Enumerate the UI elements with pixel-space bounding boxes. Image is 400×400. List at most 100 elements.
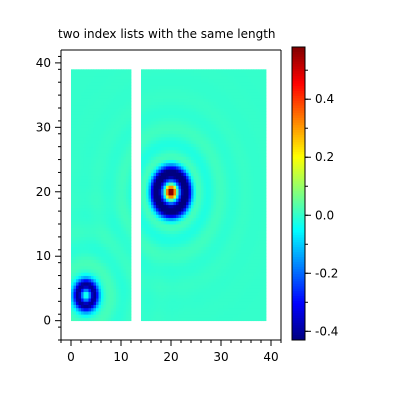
heatmap-cell	[86, 243, 89, 247]
heatmap-cell	[176, 146, 179, 151]
heatmap-cell	[173, 169, 177, 173]
heatmap-cell	[161, 95, 164, 99]
heatmap-cell	[221, 204, 224, 209]
heatmap-cell	[161, 82, 164, 86]
heatmap-cell	[168, 211, 172, 215]
heatmap-cell	[163, 204, 167, 209]
heatmap-cell	[96, 72, 99, 77]
heatmap-cell	[146, 117, 149, 122]
heatmap-cell	[166, 149, 169, 154]
heatmap-cell	[223, 259, 227, 264]
heatmap-cell	[146, 217, 149, 222]
heatmap-cell	[186, 91, 189, 96]
heatmap-cell	[191, 153, 194, 157]
heatmap-cell	[116, 75, 119, 80]
heatmap-cell	[226, 143, 229, 148]
heatmap-cell	[113, 172, 117, 177]
heatmap-cell	[203, 185, 207, 189]
heatmap-cell	[108, 137, 112, 141]
heatmap-cell	[231, 143, 234, 148]
heatmap-cell	[121, 282, 124, 286]
heatmap-cell	[141, 153, 144, 157]
heatmap-cell	[228, 82, 232, 86]
heatmap-cell	[146, 162, 149, 167]
heatmap-cell	[103, 188, 107, 193]
heatmap-cell	[158, 233, 162, 238]
heatmap-cell	[156, 220, 159, 225]
heatmap-cell	[83, 246, 87, 251]
heatmap-cell	[73, 298, 77, 302]
heatmap-cell	[166, 198, 169, 202]
heatmap-cell	[106, 133, 109, 138]
heatmap-cell	[201, 169, 204, 173]
heatmap-cell	[158, 195, 162, 199]
heatmap-cell	[213, 259, 217, 264]
heatmap-cell	[106, 166, 109, 170]
heatmap-cell	[238, 111, 242, 115]
heatmap-cell	[121, 246, 124, 251]
heatmap-cell	[231, 285, 234, 289]
heatmap-cell	[111, 243, 114, 247]
heatmap-cell	[148, 240, 152, 244]
heatmap-cell	[221, 230, 224, 235]
heatmap-cell	[163, 282, 167, 286]
heatmap-cell	[186, 153, 189, 157]
heatmap-cell	[111, 75, 114, 80]
heatmap-cell	[203, 195, 207, 199]
heatmap-cell	[186, 72, 189, 77]
heatmap-cell	[186, 191, 189, 196]
heatmap-cell	[238, 108, 242, 112]
heatmap-cell	[76, 149, 79, 154]
heatmap-cell	[161, 291, 164, 296]
heatmap-cell	[176, 79, 179, 83]
heatmap-cell	[111, 314, 114, 318]
heatmap-cell	[231, 288, 234, 293]
heatmap-cell	[158, 298, 162, 302]
heatmap-cell	[213, 172, 217, 177]
heatmap-cell	[238, 240, 242, 244]
heatmap-cell	[128, 275, 132, 280]
heatmap-cell	[113, 207, 117, 212]
heatmap-cell	[126, 311, 129, 315]
heatmap-cell	[111, 249, 114, 254]
heatmap-cell	[83, 104, 87, 109]
heatmap-cell	[211, 253, 214, 257]
heatmap-cell	[88, 211, 92, 215]
heatmap-cell	[181, 233, 184, 238]
heatmap-cell	[113, 236, 117, 241]
heatmap-cell	[128, 127, 132, 131]
heatmap-cell	[223, 159, 227, 164]
heatmap-cell	[166, 317, 169, 322]
heatmap-cell	[91, 301, 94, 305]
heatmap-cell	[93, 162, 97, 167]
heatmap-cell	[213, 317, 217, 322]
heatmap-cell	[113, 88, 117, 93]
heatmap-cell	[203, 101, 207, 106]
heatmap-cell	[196, 127, 199, 131]
heatmap-cell	[158, 98, 162, 102]
heatmap-cell	[96, 101, 99, 106]
heatmap-cell	[86, 108, 89, 112]
heatmap-cell	[156, 153, 159, 157]
heatmap-cell	[206, 130, 209, 135]
heatmap-cell	[173, 272, 177, 276]
heatmap-cell	[166, 253, 169, 257]
heatmap-cell	[193, 172, 197, 177]
heatmap-cell	[191, 133, 194, 138]
heatmap-cell	[181, 198, 184, 202]
heatmap-cell	[71, 72, 74, 77]
heatmap-cell	[156, 156, 159, 160]
heatmap-cell	[231, 159, 234, 164]
heatmap-cell	[221, 207, 224, 212]
heatmap-cell	[236, 91, 239, 96]
heatmap-cell	[113, 75, 117, 80]
heatmap-cell	[121, 227, 124, 231]
heatmap-cell	[181, 140, 184, 144]
heatmap-cell	[108, 101, 112, 106]
heatmap-cell	[151, 88, 154, 93]
heatmap-cell	[81, 108, 84, 112]
heatmap-cell	[156, 75, 159, 80]
heatmap-cell	[198, 207, 202, 212]
heatmap-cell	[128, 156, 132, 160]
heatmap-cell	[163, 227, 167, 231]
